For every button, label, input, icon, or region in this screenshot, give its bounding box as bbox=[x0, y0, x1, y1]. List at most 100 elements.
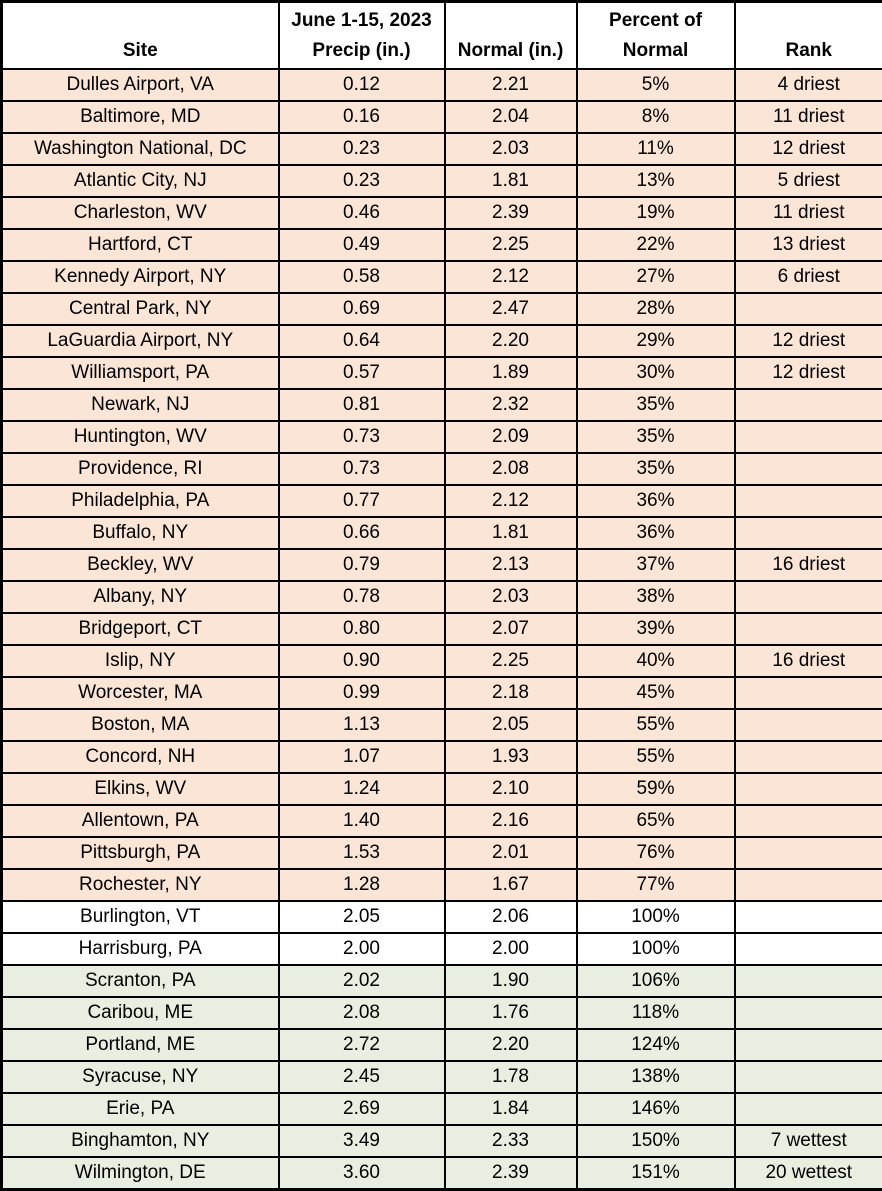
site-cell: Hartford, CT bbox=[2, 229, 279, 261]
col-header-percent: Percent of Normal bbox=[577, 2, 735, 70]
precip-cell: 0.69 bbox=[279, 293, 445, 325]
percent-cell: 124% bbox=[577, 1029, 735, 1061]
normal-cell: 2.18 bbox=[445, 677, 577, 709]
rank-cell bbox=[735, 1093, 882, 1125]
site-cell: Concord, NH bbox=[2, 741, 279, 773]
site-cell: Harrisburg, PA bbox=[2, 933, 279, 965]
percent-cell: 35% bbox=[577, 421, 735, 453]
normal-cell: 1.93 bbox=[445, 741, 577, 773]
precip-cell: 2.72 bbox=[279, 1029, 445, 1061]
percent-cell: 138% bbox=[577, 1061, 735, 1093]
normal-cell: 2.25 bbox=[445, 645, 577, 677]
site-cell: Boston, MA bbox=[2, 709, 279, 741]
percent-cell: 40% bbox=[577, 645, 735, 677]
percent-cell: 38% bbox=[577, 581, 735, 613]
precip-cell: 0.80 bbox=[279, 613, 445, 645]
normal-cell: 2.01 bbox=[445, 837, 577, 869]
normal-cell: 1.89 bbox=[445, 357, 577, 389]
rank-cell bbox=[735, 933, 882, 965]
percent-cell: 45% bbox=[577, 677, 735, 709]
rank-cell bbox=[735, 453, 882, 485]
rank-cell bbox=[735, 1061, 882, 1093]
normal-cell: 1.81 bbox=[445, 165, 577, 197]
precip-cell: 0.58 bbox=[279, 261, 445, 293]
precip-cell: 1.28 bbox=[279, 869, 445, 901]
percent-cell: 37% bbox=[577, 549, 735, 581]
rank-cell bbox=[735, 709, 882, 741]
precip-cell: 1.24 bbox=[279, 773, 445, 805]
normal-cell: 2.16 bbox=[445, 805, 577, 837]
rank-cell bbox=[735, 1029, 882, 1061]
col-header-site-label: Site bbox=[5, 36, 276, 65]
percent-cell: 65% bbox=[577, 805, 735, 837]
col-header-precip-line1: June 1-15, 2023 bbox=[282, 6, 442, 35]
rank-cell: 5 driest bbox=[735, 165, 882, 197]
normal-cell: 2.06 bbox=[445, 901, 577, 933]
rank-cell: 12 driest bbox=[735, 133, 882, 165]
normal-cell: 1.90 bbox=[445, 965, 577, 997]
percent-cell: 36% bbox=[577, 485, 735, 517]
site-cell: Islip, NY bbox=[2, 645, 279, 677]
site-cell: Caribou, ME bbox=[2, 997, 279, 1029]
rank-cell bbox=[735, 421, 882, 453]
normal-cell: 2.00 bbox=[445, 933, 577, 965]
site-cell: Bridgeport, CT bbox=[2, 613, 279, 645]
precip-cell: 0.78 bbox=[279, 581, 445, 613]
percent-cell: 19% bbox=[577, 197, 735, 229]
precip-cell: 0.57 bbox=[279, 357, 445, 389]
percent-cell: 13% bbox=[577, 165, 735, 197]
col-header-site: Site bbox=[2, 2, 279, 70]
normal-cell: 2.20 bbox=[445, 1029, 577, 1061]
percent-cell: 5% bbox=[577, 69, 735, 101]
rank-cell bbox=[735, 869, 882, 901]
percent-cell: 8% bbox=[577, 101, 735, 133]
precip-cell: 0.23 bbox=[279, 165, 445, 197]
precip-cell: 0.99 bbox=[279, 677, 445, 709]
precip-cell: 0.12 bbox=[279, 69, 445, 101]
percent-cell: 146% bbox=[577, 1093, 735, 1125]
normal-cell: 2.39 bbox=[445, 197, 577, 229]
precip-cell: 0.23 bbox=[279, 133, 445, 165]
normal-cell: 1.81 bbox=[445, 517, 577, 549]
site-cell: Huntington, WV bbox=[2, 421, 279, 453]
normal-cell: 1.78 bbox=[445, 1061, 577, 1093]
normal-cell: 2.08 bbox=[445, 453, 577, 485]
rank-cell bbox=[735, 837, 882, 869]
precip-cell: 3.60 bbox=[279, 1157, 445, 1190]
rank-cell bbox=[735, 805, 882, 837]
percent-cell: 151% bbox=[577, 1157, 735, 1190]
normal-cell: 2.09 bbox=[445, 421, 577, 453]
rank-cell: 16 driest bbox=[735, 645, 882, 677]
site-cell: Elkins, WV bbox=[2, 773, 279, 805]
rank-cell bbox=[735, 965, 882, 997]
rank-cell: 16 driest bbox=[735, 549, 882, 581]
percent-cell: 35% bbox=[577, 389, 735, 421]
precip-cell: 0.66 bbox=[279, 517, 445, 549]
col-header-rank: Rank bbox=[735, 2, 882, 70]
normal-cell: 2.12 bbox=[445, 485, 577, 517]
normal-cell: 2.05 bbox=[445, 709, 577, 741]
site-cell: Wilmington, DE bbox=[2, 1157, 279, 1190]
site-cell: Washington National, DC bbox=[2, 133, 279, 165]
rank-cell bbox=[735, 997, 882, 1029]
